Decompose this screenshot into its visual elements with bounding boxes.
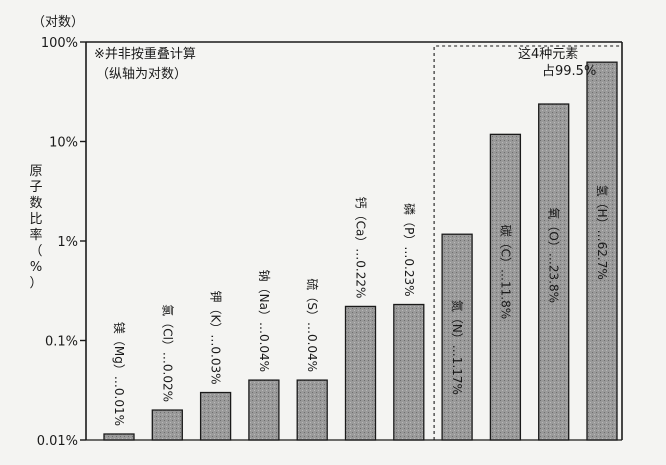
bar-label-4: 硫（S）…0.04% [305,278,320,372]
bar-1 [151,409,183,441]
y-tick-label-4: 100% [41,36,78,51]
y-unit-label: （对数） [32,15,84,30]
y-axis-title-char-4: 率 [29,227,42,243]
bar-label-2: 钾（K）…0.03% [209,291,223,385]
y-axis-title-char-7: ） [29,276,42,291]
bar-9 [538,103,570,441]
annotation-dashed-box [433,45,620,440]
note-line-2: （纵轴为对数） [96,67,187,82]
annotation-line-1: 这4种元素 [518,46,578,62]
bar-5 [344,305,377,441]
y-tick-label-3: 10% [49,136,78,151]
annotation-line-2: 占99.5% [542,64,596,79]
note-line-1: ※并非按重叠计算 [94,46,196,62]
bar-8 [489,133,522,441]
bar-label-9: 氧（O）…23.8% [547,207,561,303]
bar-label-7: 氮（N）…1.17% [450,300,465,395]
bar-label-0: 镁（Mg）…0.01% [112,322,126,426]
bar-label-5: 钙（Ca）…0.22% [354,197,368,299]
bar-4 [296,379,328,441]
bar-6 [393,303,425,441]
y-axis-title-char-1: 子 [29,180,42,195]
bar-10 [586,61,618,441]
bar-0 [103,433,135,441]
bar-label-1: 氯（Cl）…0.02% [160,304,174,402]
bar-label-6: 磷（P）…0.23% [402,203,417,296]
bar-label-3: 钠（Na）…0.04% [257,270,272,372]
bar-3 [248,379,280,441]
bar-label-10: 氢（H）…62.7% [595,185,610,280]
bar-label-8: 碳（C）…11.8% [498,225,512,320]
y-tick-label-1: 0.1% [45,335,78,350]
bar-7 [441,233,473,441]
bar-2 [199,391,232,441]
y-tick-label-0: 0.01% [37,434,78,449]
y-tick-label-2: 1% [57,235,78,250]
y-axis-title-char-3: 比 [29,212,42,227]
y-axis-title-char-6: % [30,260,42,275]
y-axis-title-char-2: 数 [29,196,42,211]
y-axis-title-char-5: （ [29,244,42,259]
y-axis-title-char-0: 原 [29,164,42,179]
